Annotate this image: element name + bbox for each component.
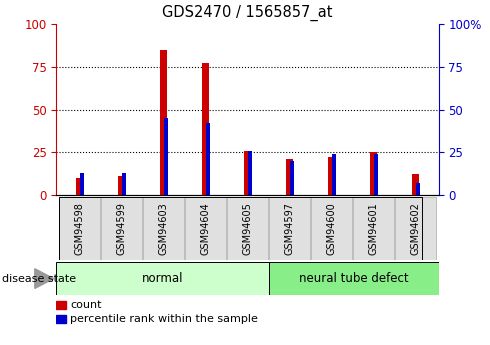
Title: GDS2470 / 1565857_at: GDS2470 / 1565857_at	[162, 5, 333, 21]
Bar	[206, 123, 210, 195]
Bar	[122, 173, 126, 195]
Bar	[164, 118, 168, 195]
Bar	[185, 197, 225, 260]
Bar	[395, 197, 436, 260]
Text: GSM94600: GSM94600	[326, 202, 337, 255]
Bar	[244, 150, 251, 195]
Text: GSM94603: GSM94603	[158, 202, 169, 255]
Text: GSM94602: GSM94602	[411, 202, 420, 255]
Text: GSM94598: GSM94598	[74, 202, 84, 255]
Bar	[353, 197, 393, 260]
Bar	[328, 157, 335, 195]
Bar	[412, 175, 419, 195]
Bar	[270, 197, 310, 260]
Bar	[202, 63, 209, 195]
Bar	[286, 159, 293, 195]
Text: GSM94605: GSM94605	[243, 202, 252, 255]
Text: GSM94604: GSM94604	[200, 202, 210, 255]
Text: GSM94597: GSM94597	[285, 202, 294, 255]
Text: normal: normal	[142, 272, 183, 285]
Text: disease state: disease state	[2, 274, 76, 284]
Bar	[269, 262, 439, 295]
Bar	[56, 315, 66, 323]
Text: count: count	[70, 300, 101, 310]
Text: percentile rank within the sample: percentile rank within the sample	[70, 314, 258, 324]
Bar	[101, 197, 142, 260]
Polygon shape	[35, 269, 54, 288]
Bar	[227, 197, 268, 260]
Bar	[290, 161, 294, 195]
Bar	[56, 262, 269, 295]
Bar	[369, 152, 377, 195]
Bar	[248, 150, 252, 195]
Text: neural tube defect: neural tube defect	[299, 272, 409, 285]
Text: GSM94599: GSM94599	[117, 202, 126, 255]
Text: GSM94601: GSM94601	[368, 202, 378, 255]
Bar	[311, 197, 352, 260]
Bar	[332, 154, 336, 195]
Bar	[80, 173, 84, 195]
Bar	[56, 301, 66, 309]
Bar	[374, 154, 378, 195]
Bar	[416, 183, 420, 195]
Bar	[160, 50, 167, 195]
Bar	[143, 197, 184, 260]
Bar	[75, 178, 83, 195]
Bar	[59, 197, 99, 260]
Bar	[118, 176, 125, 195]
